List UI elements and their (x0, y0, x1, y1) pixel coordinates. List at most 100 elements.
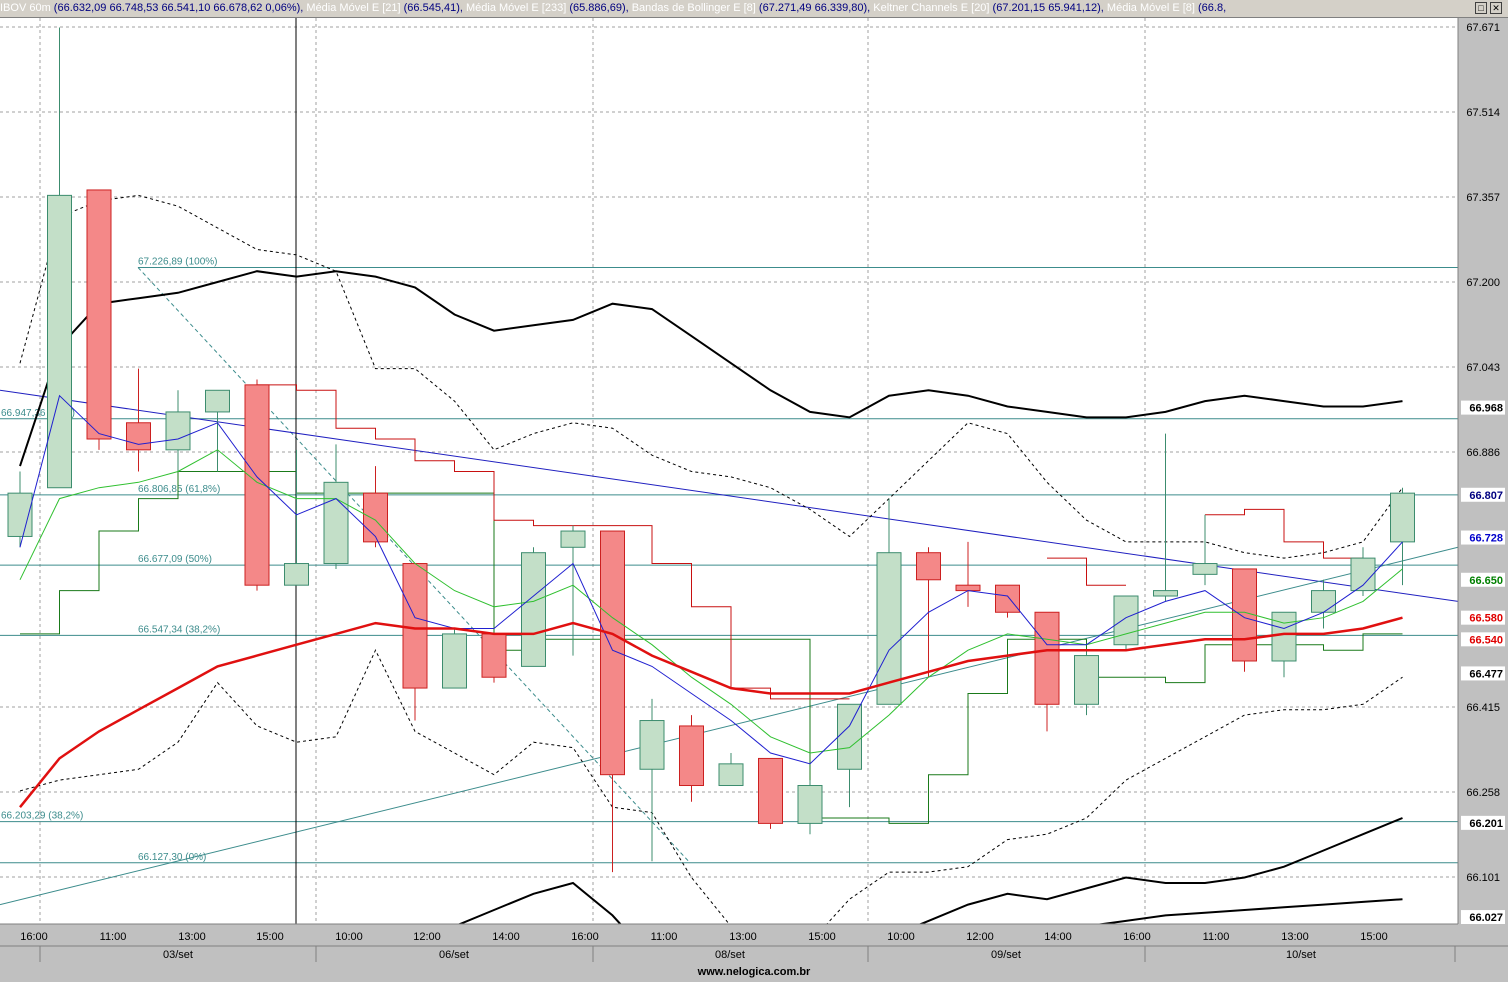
price-tag (1461, 487, 1505, 502)
candle-body (323, 481, 349, 565)
trendline-up (0, 546, 1459, 906)
candle-body (916, 552, 941, 581)
y-tick-label: 67.671 (1466, 22, 1500, 34)
candle-body (1153, 590, 1178, 597)
candle-body (363, 492, 388, 543)
candle-body (402, 563, 428, 689)
x-tick-label: 12:00 (413, 931, 441, 943)
footer-brand: www.nelogica.com.br (0, 962, 1508, 982)
price-tag (1461, 632, 1505, 647)
restore-icon[interactable]: □ (1475, 2, 1487, 14)
x-tick-label: 16:00 (571, 931, 599, 943)
indicator-values: (67.201,15 65.941,12), (992, 2, 1107, 14)
price-tag (1461, 530, 1505, 545)
price-tag-label: 66.650 (1469, 575, 1503, 587)
candle-body (47, 194, 72, 489)
candle-body (126, 422, 151, 451)
candle-body (1192, 563, 1218, 575)
x-tick-label: 14:00 (1044, 931, 1072, 943)
price-tag-label: 66.728 (1469, 533, 1503, 545)
price-chart[interactable]: 67.226,89 (100%)66.947,36 (50%)66.806,85… (0, 18, 1508, 962)
price-tag-label: 66.477 (1469, 668, 1503, 680)
stop-line-down (1047, 557, 1126, 586)
indicator-name: Média Móvel E [233] (466, 2, 570, 14)
price-tag-label: 66.807 (1469, 490, 1503, 502)
x-tick-label: 11:00 (1203, 931, 1230, 943)
fib-label: 66.547,34 (38,2%) (138, 624, 220, 635)
indicator-header: IBOV 60m (66.632,09 66.748,53 66.541,10 … (0, 0, 1508, 18)
stop-line-down (1205, 508, 1363, 559)
x-tick-label: 13:00 (1281, 931, 1309, 943)
x-tick-label: 11:00 (651, 931, 678, 943)
candle-body (797, 785, 823, 824)
candle-body (165, 411, 191, 451)
candle-body (955, 584, 981, 592)
date-label: 10/set (1286, 949, 1316, 961)
y-tick-label: 66.101 (1466, 872, 1500, 884)
candle-body (521, 552, 546, 667)
price-tag-label: 66.540 (1469, 634, 1503, 646)
candle-body (1113, 595, 1139, 646)
candle-body (679, 725, 704, 787)
fib-label: 67.226,89 (100%) (138, 256, 218, 267)
indicator-values: (67.271,49 66.339,80), (758, 2, 874, 14)
indicator-name: Bandas de Bollinger E [8] (631, 2, 759, 14)
price-tag (1461, 572, 1505, 587)
candle-body (284, 563, 309, 586)
x-tick-label: 13:00 (178, 931, 206, 943)
candle-body (442, 633, 467, 689)
indicator-name: Média Móvel E [8] (1106, 2, 1199, 14)
indicator-name: Média Móvel E [21] (306, 2, 404, 14)
x-tick-label: 16:00 (1123, 931, 1151, 943)
fib-label: 66.806,85 (61,8%) (138, 484, 220, 495)
candle-body (600, 530, 625, 776)
mme21-line (19, 616, 1403, 808)
x-tick-label: 10:00 (335, 931, 363, 943)
price-tag-label: 66.027 (1469, 912, 1503, 924)
fib-label: 66.127,30 (0%) (138, 852, 206, 863)
bollinger-lower (19, 649, 1403, 954)
candle-body (1390, 492, 1415, 543)
candle-body (995, 584, 1020, 613)
candle-body (876, 552, 902, 705)
candle-body (560, 530, 586, 548)
indicator-values: (66.8, (1198, 2, 1227, 14)
indicator-values: (66.632,09 66.748,53 66.541,10 66.678,62… (53, 2, 307, 14)
price-tag (1461, 400, 1505, 415)
close-icon[interactable]: ✕ (1490, 2, 1502, 14)
fib-diagonal (137, 267, 691, 864)
candle-body (1271, 611, 1297, 662)
price-tag-label: 66.968 (1469, 403, 1503, 415)
fib-label: 66.677,09 (50%) (138, 554, 212, 565)
price-tag (1461, 610, 1505, 625)
y-tick-label: 67.357 (1466, 192, 1500, 204)
x-tick-label: 15:00 (808, 931, 836, 943)
time-axis (0, 924, 1508, 962)
x-tick-label: 15:00 (1360, 931, 1388, 943)
candle-body (1074, 655, 1099, 705)
y-tick-label: 67.200 (1466, 277, 1500, 289)
indicator-values: (65.886,69), (569, 2, 632, 14)
x-tick-label: 16:00 (20, 931, 48, 943)
fib-label: 66.203,29 (38,2%) (1, 811, 83, 822)
price-tag (1461, 666, 1505, 681)
x-tick-label: 10:00 (887, 931, 915, 943)
price-tag (1461, 910, 1505, 925)
mme-fast-line (19, 449, 1403, 754)
candle-body (86, 189, 112, 440)
x-tick-label: 14:00 (492, 931, 520, 943)
x-tick-label: 13:00 (729, 931, 757, 943)
y-tick-label: 67.514 (1466, 107, 1500, 119)
y-tick-label: 66.258 (1466, 787, 1500, 799)
candle-body (758, 757, 783, 824)
y-tick-label: 67.043 (1466, 362, 1500, 374)
candle-body (718, 763, 744, 787)
y-tick-label: 66.415 (1466, 702, 1500, 714)
price-tag-label: 66.580 (1469, 613, 1503, 625)
candle-body (1311, 590, 1336, 613)
stop-line-down (257, 384, 850, 700)
x-tick-label: 11:00 (100, 931, 127, 943)
candle-body (205, 389, 230, 413)
x-tick-label: 15:00 (256, 931, 284, 943)
bollinger-upper (19, 194, 1403, 559)
